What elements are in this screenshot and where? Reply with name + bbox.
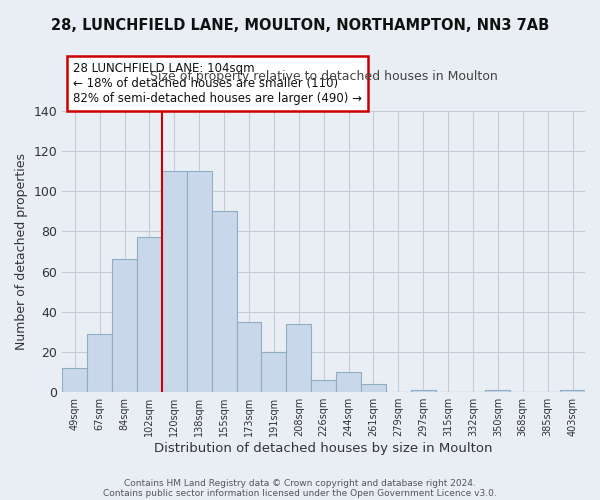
Title: Size of property relative to detached houses in Moulton: Size of property relative to detached ho… xyxy=(150,70,497,83)
Text: 28, LUNCHFIELD LANE, MOULTON, NORTHAMPTON, NN3 7AB: 28, LUNCHFIELD LANE, MOULTON, NORTHAMPTO… xyxy=(51,18,549,32)
Bar xyxy=(137,238,162,392)
Bar xyxy=(311,380,336,392)
Bar xyxy=(162,171,187,392)
Text: 28 LUNCHFIELD LANE: 104sqm
← 18% of detached houses are smaller (110)
82% of sem: 28 LUNCHFIELD LANE: 104sqm ← 18% of deta… xyxy=(73,62,362,105)
Bar xyxy=(87,334,112,392)
Bar xyxy=(336,372,361,392)
Bar xyxy=(286,324,311,392)
Bar xyxy=(187,171,212,392)
Bar xyxy=(212,211,236,392)
Bar xyxy=(236,322,262,392)
Bar xyxy=(361,384,386,392)
Bar xyxy=(411,390,436,392)
Bar xyxy=(485,390,511,392)
Bar xyxy=(112,260,137,392)
Bar xyxy=(560,390,585,392)
Y-axis label: Number of detached properties: Number of detached properties xyxy=(15,153,28,350)
Text: Contains public sector information licensed under the Open Government Licence v3: Contains public sector information licen… xyxy=(103,488,497,498)
X-axis label: Distribution of detached houses by size in Moulton: Distribution of detached houses by size … xyxy=(154,442,493,455)
Bar xyxy=(262,352,286,392)
Text: Contains HM Land Registry data © Crown copyright and database right 2024.: Contains HM Land Registry data © Crown c… xyxy=(124,478,476,488)
Bar xyxy=(62,368,87,392)
